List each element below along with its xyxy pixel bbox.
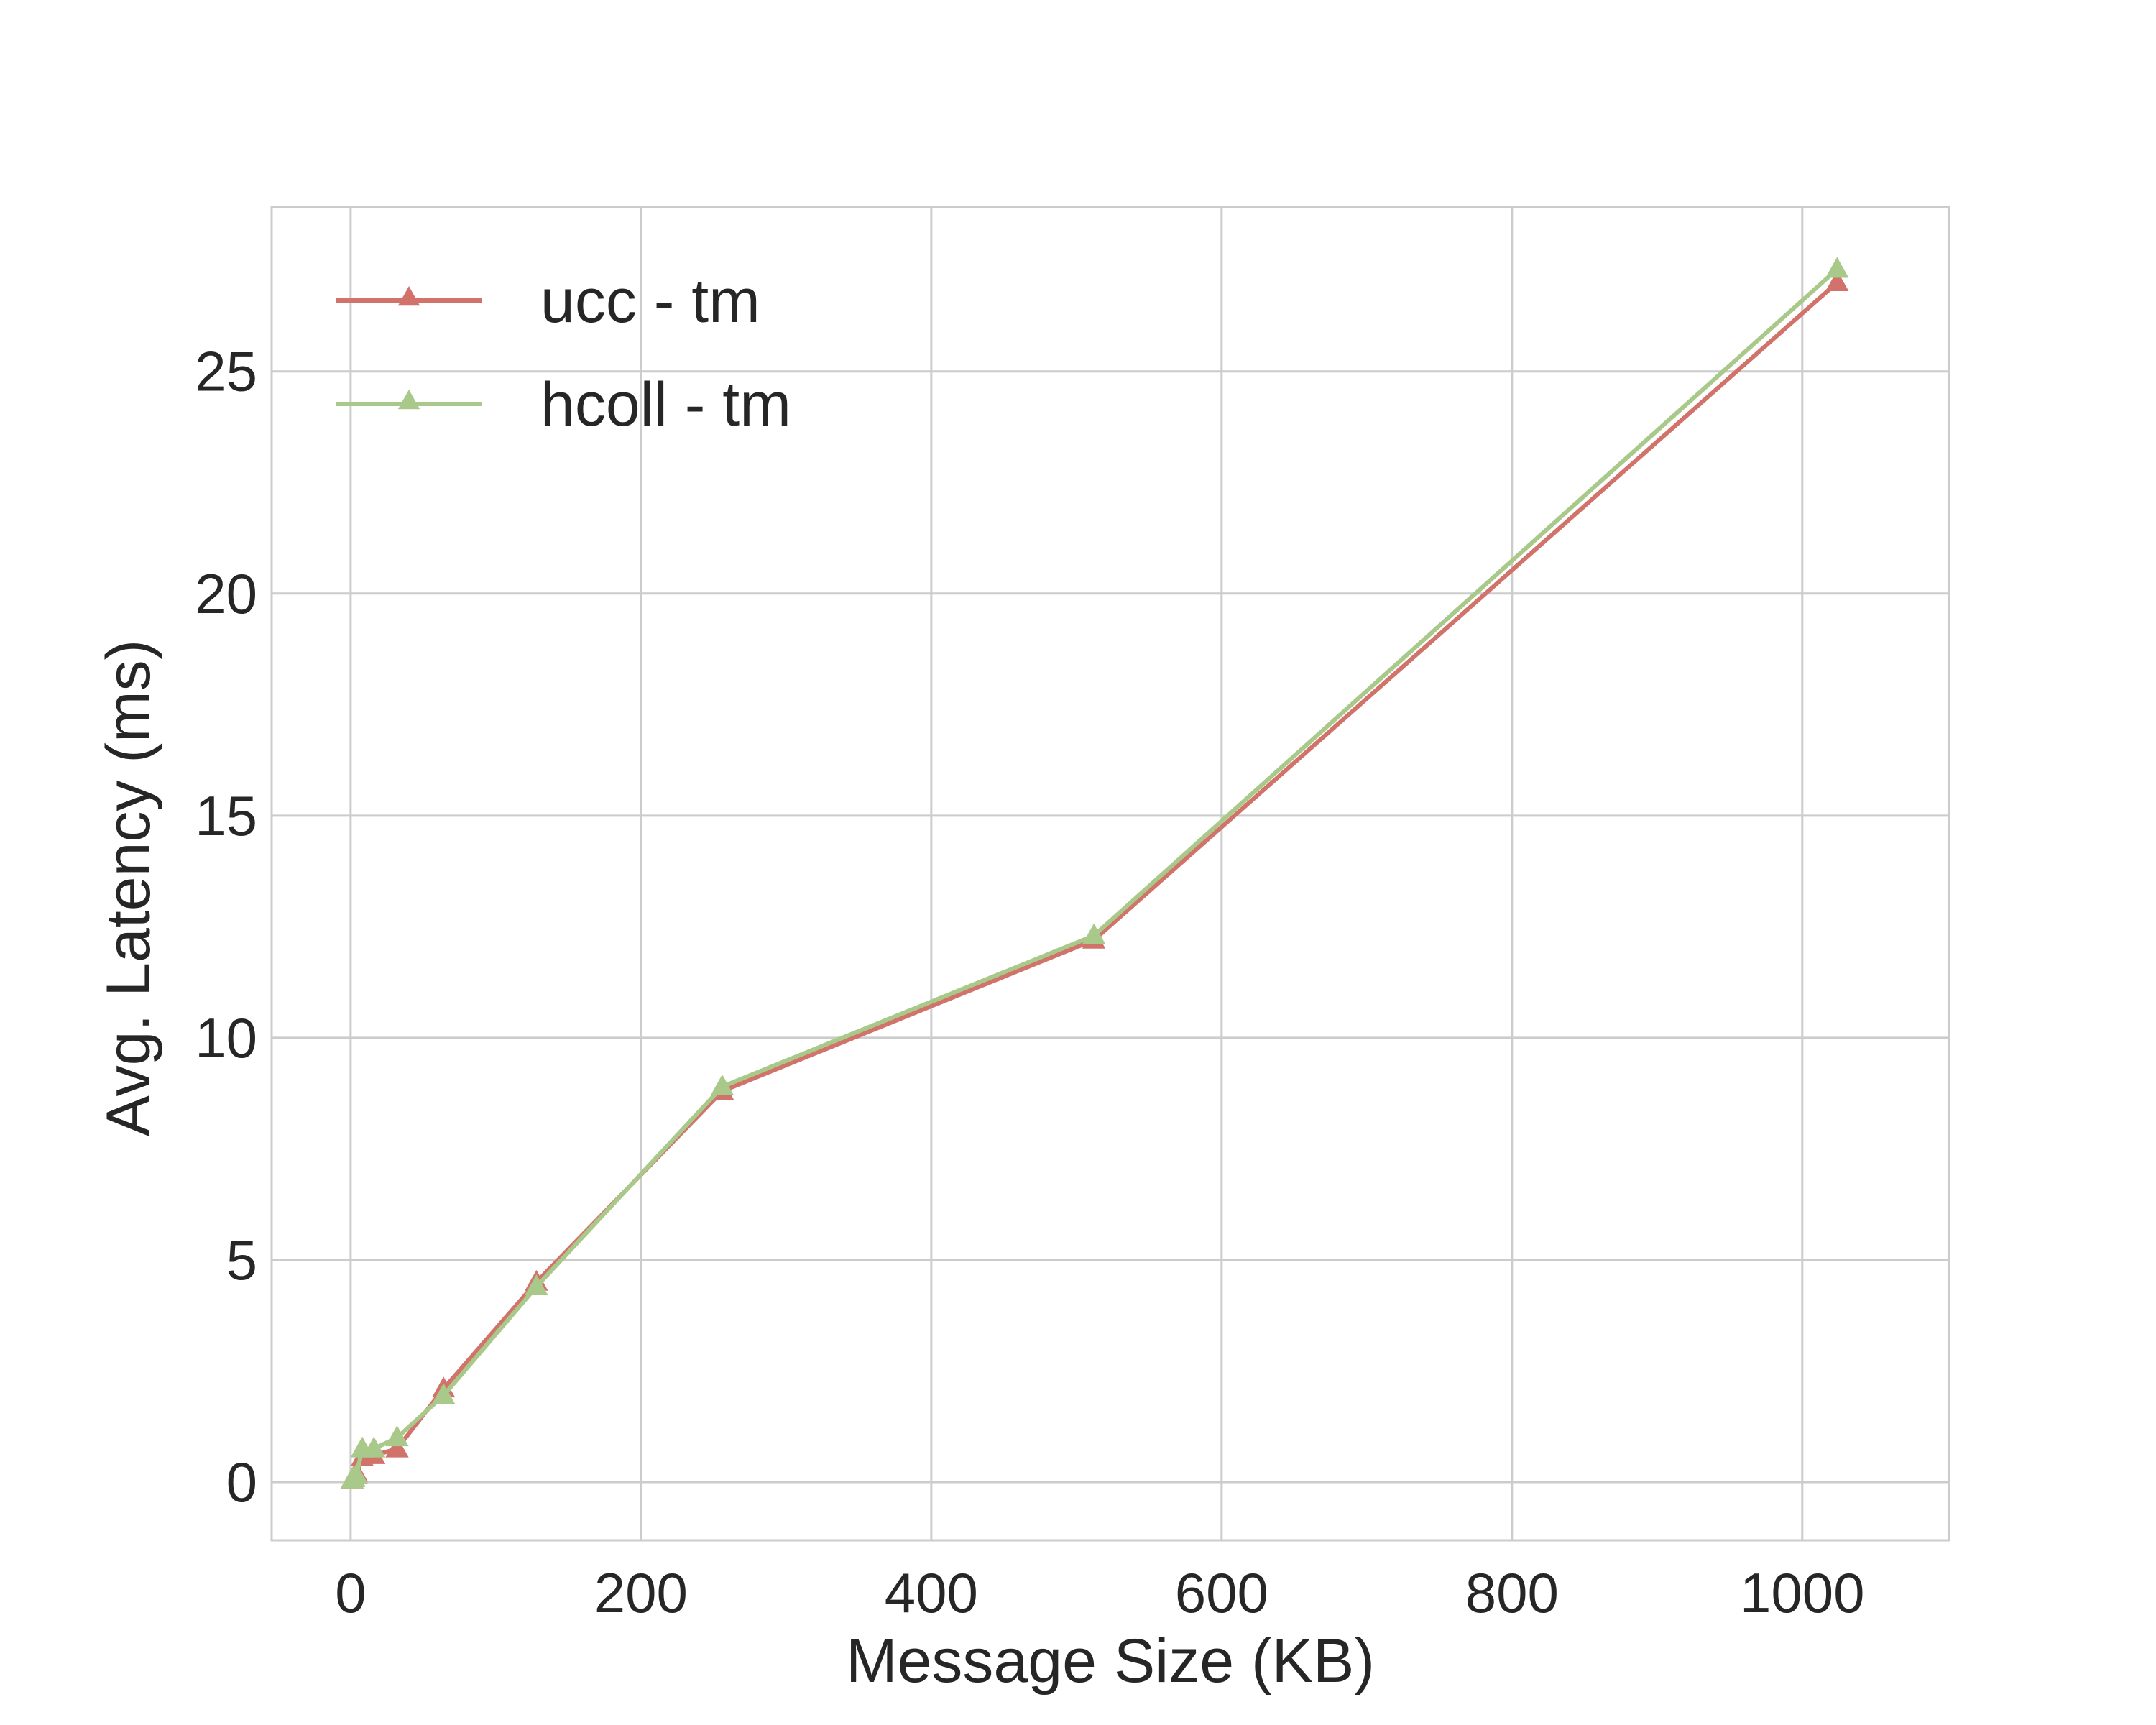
x-tick-label: 200 xyxy=(594,1561,688,1624)
tick-labels: 0 200 400 600 800 1000 0 5 10 15 20 25 xyxy=(195,340,1864,1624)
legend-label-hcoll: hcoll - tm xyxy=(540,370,791,439)
legend-entry-hcoll: hcoll - tm xyxy=(336,370,791,439)
series-ucc xyxy=(340,270,1849,1489)
x-tick-label: 400 xyxy=(885,1561,978,1624)
legend-marker-ucc xyxy=(397,286,420,306)
data-point xyxy=(1825,270,1849,291)
y-tick-label: 10 xyxy=(195,1006,257,1070)
legend-label-ucc: ucc - tm xyxy=(540,267,760,336)
data-point xyxy=(1825,257,1849,278)
data-point xyxy=(344,1463,369,1484)
legend-marker-hcoll xyxy=(397,390,420,410)
data-point xyxy=(1082,923,1106,944)
data-point xyxy=(525,1274,548,1295)
data-point xyxy=(385,1436,409,1458)
y-tick-label: 25 xyxy=(195,340,257,403)
x-tick-label: 0 xyxy=(335,1561,366,1624)
data-point xyxy=(385,1425,409,1447)
series-line xyxy=(350,280,1839,1481)
y-tick-label: 20 xyxy=(195,562,257,625)
x-tick-label: 1000 xyxy=(1740,1561,1865,1624)
series-line xyxy=(350,267,1839,1482)
grid xyxy=(272,207,1949,1540)
plot-frame xyxy=(270,206,1950,1542)
y-axis-label: Avg. Latency (ms) xyxy=(94,640,163,1136)
y-tick-label: 0 xyxy=(226,1450,257,1514)
series-layer xyxy=(340,257,1849,1489)
data-point xyxy=(710,1074,734,1095)
x-tick-label: 800 xyxy=(1465,1561,1559,1624)
data-point xyxy=(432,1383,456,1404)
x-tick-label: 600 xyxy=(1175,1561,1268,1624)
y-tick-label: 15 xyxy=(195,784,257,847)
legend: ucc - tm hcoll - tm xyxy=(336,267,791,439)
legend-entry-ucc: ucc - tm xyxy=(336,267,760,336)
x-axis-label: Message Size (KB) xyxy=(846,1627,1375,1696)
series-hcoll xyxy=(340,257,1849,1489)
y-tick-label: 5 xyxy=(226,1228,257,1292)
data-point xyxy=(362,1436,386,1458)
